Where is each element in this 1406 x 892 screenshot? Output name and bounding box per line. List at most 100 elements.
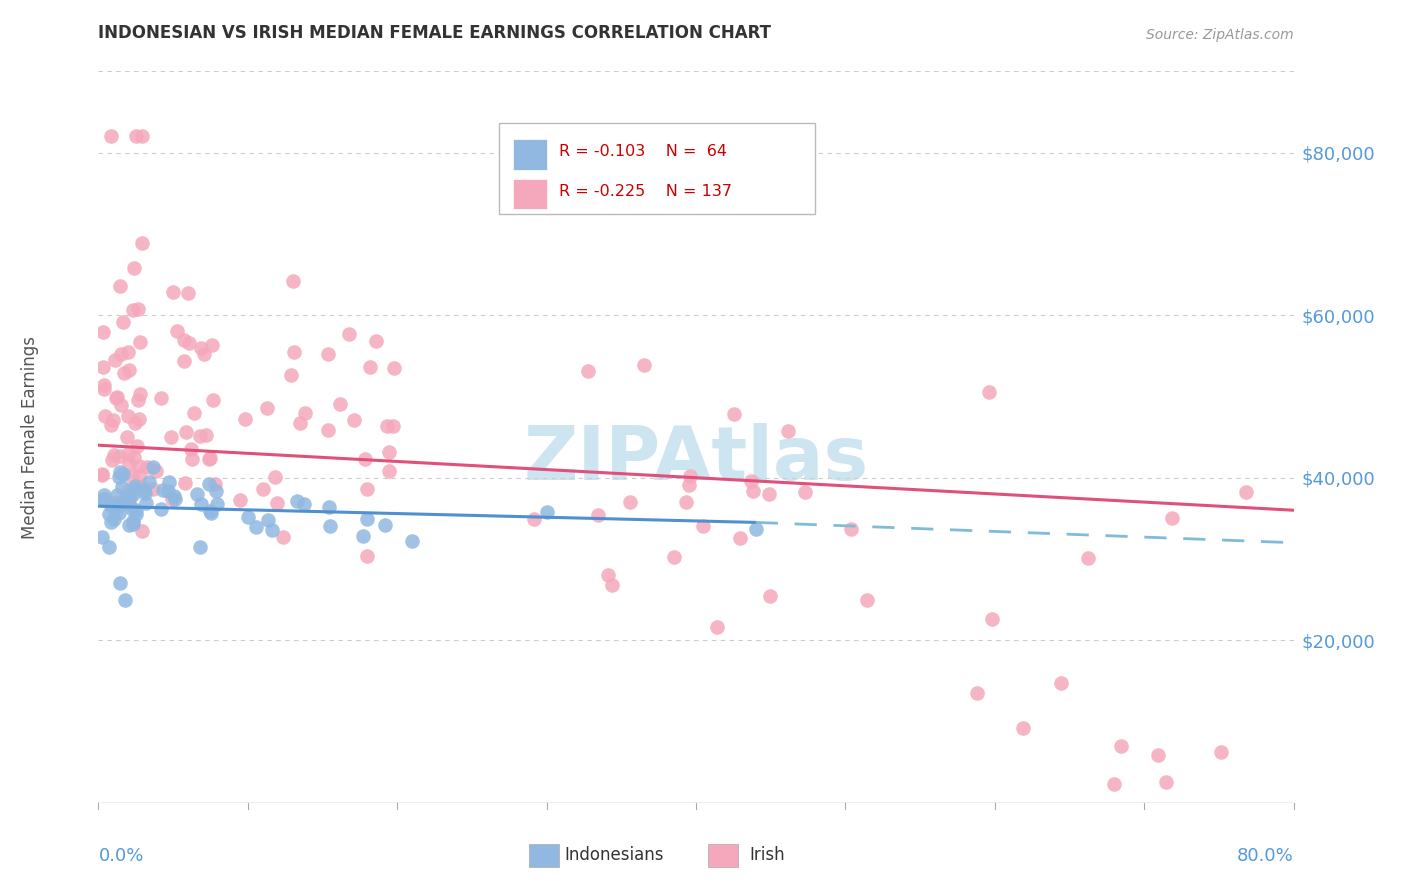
Point	[122, 482, 145, 496]
Point	[91, 325, 114, 339]
Point	[200, 506, 222, 520]
Point	[134, 485, 156, 500]
Point	[150, 391, 173, 405]
Point	[91, 359, 114, 374]
Text: INDONESIAN VS IRISH MEDIAN FEMALE EARNINGS CORRELATION CHART: INDONESIAN VS IRISH MEDIAN FEMALE EARNIN…	[98, 24, 772, 42]
Point	[1161, 511, 1184, 525]
Point	[97, 507, 120, 521]
Point	[339, 326, 361, 341]
Point	[122, 450, 145, 464]
Point	[576, 364, 599, 378]
Point	[163, 491, 186, 506]
Point	[111, 480, 134, 494]
Point	[193, 347, 215, 361]
Point	[98, 540, 121, 554]
Point	[228, 492, 250, 507]
Point	[177, 335, 200, 350]
Point	[114, 592, 136, 607]
Point	[236, 509, 259, 524]
Point	[318, 500, 340, 514]
Point	[290, 416, 312, 430]
Point	[292, 497, 315, 511]
Point	[1077, 550, 1099, 565]
Point	[281, 274, 304, 288]
Point	[166, 325, 188, 339]
Point	[100, 418, 122, 433]
Point	[131, 129, 153, 144]
Text: 80.0%: 80.0%	[1237, 847, 1294, 864]
Point	[162, 285, 184, 299]
Point	[104, 352, 127, 367]
Point	[100, 515, 122, 529]
Point	[138, 475, 160, 490]
Point	[356, 512, 378, 526]
Text: Irish: Irish	[749, 847, 786, 864]
Point	[745, 522, 768, 536]
Point	[136, 459, 159, 474]
Point	[257, 513, 280, 527]
Point	[1234, 484, 1257, 499]
Point	[124, 479, 146, 493]
Point	[981, 612, 1004, 626]
Point	[352, 529, 374, 543]
Point	[173, 334, 195, 348]
Point	[117, 517, 139, 532]
Point	[692, 519, 714, 533]
Point	[107, 506, 129, 520]
Text: Indonesians: Indonesians	[565, 847, 664, 864]
Point	[162, 489, 184, 503]
Point	[122, 260, 145, 275]
Point	[105, 501, 128, 516]
Point	[111, 315, 134, 329]
Point	[124, 416, 146, 430]
Point	[235, 412, 257, 426]
Point	[128, 467, 150, 482]
Point	[758, 487, 780, 501]
Point	[117, 447, 139, 461]
Point	[966, 685, 988, 699]
Point	[633, 359, 655, 373]
Point	[129, 479, 152, 493]
Point	[262, 523, 284, 537]
Point	[118, 498, 141, 512]
Point	[105, 390, 128, 404]
Point	[382, 360, 405, 375]
Point	[374, 517, 396, 532]
Point	[662, 550, 685, 565]
Point	[90, 467, 112, 482]
Point	[200, 504, 222, 518]
Point	[181, 452, 204, 467]
Point	[706, 619, 728, 633]
Point	[856, 593, 879, 607]
Point	[134, 483, 156, 497]
Point	[135, 496, 157, 510]
Point	[128, 412, 150, 426]
Point	[127, 302, 149, 317]
Point	[723, 408, 745, 422]
Point	[728, 531, 751, 545]
Point	[103, 413, 125, 427]
Point	[127, 439, 149, 453]
Point	[110, 450, 132, 464]
Point	[125, 507, 148, 521]
Point	[121, 469, 143, 483]
Bar	[709, 844, 738, 867]
Point	[174, 425, 197, 440]
Point	[1156, 775, 1178, 789]
Point	[318, 347, 340, 361]
Point	[112, 366, 135, 380]
Point	[188, 540, 211, 554]
Point	[271, 530, 294, 544]
Point	[145, 464, 167, 478]
Point	[678, 478, 700, 492]
Point	[125, 503, 148, 517]
Point	[596, 567, 619, 582]
Point	[356, 549, 378, 563]
Point	[110, 347, 132, 361]
Text: 0.0%: 0.0%	[98, 847, 143, 864]
Point	[103, 448, 125, 462]
Point	[256, 401, 278, 416]
Point	[536, 505, 558, 519]
Point	[266, 496, 288, 510]
Point	[159, 430, 181, 444]
